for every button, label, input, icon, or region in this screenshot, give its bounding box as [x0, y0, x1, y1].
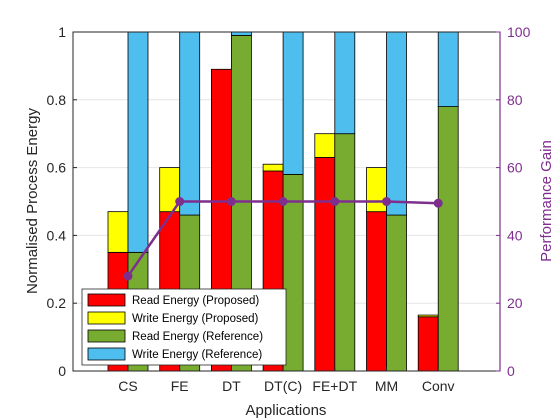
y-tick-label: 0.6 — [47, 160, 67, 176]
y2-tick-label: 40 — [507, 227, 523, 243]
bar-write-energy-proposed — [314, 133, 336, 158]
y-tick-label: 0 — [58, 363, 66, 379]
bar-write-energy-reference — [127, 31, 149, 253]
bar-read-energy-proposed — [366, 211, 387, 372]
performance-gain-line — [123, 197, 443, 281]
x-tick-label: CS — [118, 378, 137, 394]
bar-write-energy-reference — [230, 31, 252, 36]
x-tick-label: Conv — [422, 378, 455, 394]
legend-swatch — [87, 347, 126, 361]
y2-axis-label: Performance Gain — [538, 140, 555, 262]
bar-read-energy-reference — [334, 133, 356, 372]
performance-gain-point — [330, 197, 340, 206]
y-tick-label: 0.8 — [47, 92, 67, 108]
bar-write-energy-reference — [334, 31, 356, 135]
y-tick-label: 0.2 — [47, 295, 67, 311]
bar-write-energy-reference — [282, 31, 304, 175]
bar-read-energy-reference — [437, 106, 459, 372]
left-axis-ticks: 0 0.2 0.4 0.6 0.8 1 — [47, 24, 77, 379]
y2-tick-label: 80 — [507, 92, 523, 108]
performance-gain-point — [175, 197, 185, 206]
legend-label: Write Energy (Reference) — [132, 349, 262, 361]
legend-swatch — [87, 293, 126, 307]
performance-gain-point — [226, 197, 236, 206]
y-tick-label: 0.4 — [47, 227, 67, 243]
bar-read-energy-proposed — [314, 157, 336, 372]
legend-swatch — [87, 311, 126, 325]
bar-write-energy-proposed — [417, 314, 439, 318]
legend: Read Energy (Proposed) Write Energy (Prop… — [81, 288, 287, 366]
performance-gain-point — [382, 197, 391, 206]
legend-label: Write Energy (Proposed) — [132, 313, 259, 325]
bar-write-energy-reference — [437, 31, 459, 107]
bar-write-energy-proposed — [366, 167, 387, 213]
y2-tick-label: 100 — [507, 24, 531, 40]
x-tick-label: FE — [171, 378, 189, 394]
x-tick-label: MM — [375, 378, 398, 394]
x-tick-label: DT — [222, 378, 241, 394]
right-axis-ticks: 0 20 40 60 80 100 — [496, 24, 531, 379]
x-tick-label: FE+DT — [312, 378, 357, 394]
bar-read-energy-reference — [386, 214, 407, 372]
x-axis-ticks: CS FE DT DT(C) FE+DT MM Conv — [118, 367, 455, 394]
performance-gain-point — [123, 271, 133, 281]
y-axis-label: Normalised Process Energy — [24, 108, 41, 294]
legend-label: Read Energy (Proposed) — [132, 295, 259, 307]
performance-gain-point — [278, 197, 288, 206]
bar-read-energy-proposed — [417, 316, 439, 372]
x-tick-label: DT(C) — [264, 378, 302, 394]
y-tick-label: 1 — [58, 24, 66, 40]
performance-gain-point — [433, 198, 443, 208]
y2-tick-label: 20 — [507, 295, 523, 311]
y2-tick-label: 60 — [507, 160, 523, 176]
bar-write-energy-reference — [386, 31, 407, 216]
y2-tick-label: 0 — [507, 363, 515, 379]
legend-label: Read Energy (Reference) — [132, 331, 263, 343]
x-axis-label: Applications — [246, 402, 327, 419]
bar-write-energy-proposed — [262, 163, 284, 172]
bar-write-energy-proposed — [107, 211, 129, 253]
legend-swatch — [87, 329, 126, 343]
bar-write-energy-reference — [179, 31, 201, 216]
